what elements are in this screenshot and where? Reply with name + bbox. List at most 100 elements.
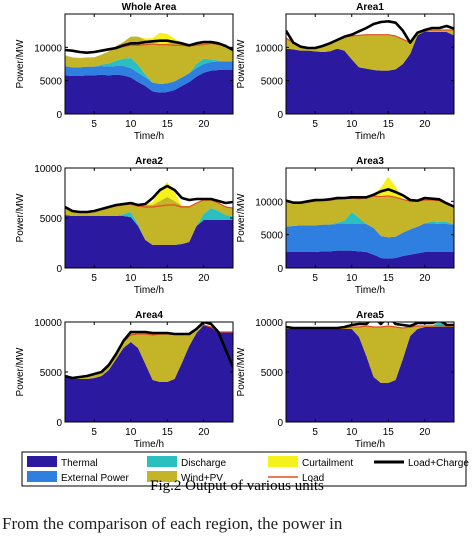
area-thermal [286,250,454,268]
subplot-4: 5 10 15 20 0 5000 10000 Area3 Time/h Power/MW [236,156,455,296]
subplot-title: Area2 [135,156,163,167]
legend-label-load-charge: Load+Charge [408,458,469,469]
x-tick-label: 15 [162,427,174,438]
area-external-power [65,61,233,93]
area-wind-pv [286,30,454,71]
legend-label-curtailment: Curtailment [302,458,353,469]
x-axis-label: Time/h [134,131,164,142]
plot-area [286,20,454,114]
y-tick-label: 5000 [261,77,284,88]
plot-area [65,182,233,268]
legend-swatch-thermal [27,456,57,467]
y-axis-label: Power/MW [236,193,247,242]
subplot-2: 5 10 15 20 0 5000 10000 Area1 Time/h Power/MW [236,2,455,142]
y-tick-label: 5000 [261,231,284,242]
x-tick-label: 20 [419,119,431,130]
y-tick-label: 10000 [34,318,62,329]
figure-caption: Fig.2 Output of various units [150,478,324,494]
legend-label-load: Load [302,473,324,484]
y-axis-label: Power/MW [15,39,26,88]
line-load-charge [286,20,454,50]
x-tick-label: 10 [346,427,358,438]
y-tick-label: 0 [277,264,283,275]
plot-area [286,322,454,422]
area-external-power [286,223,454,259]
y-tick-label: 10000 [255,197,283,208]
area-thermal [65,325,233,422]
y-tick-label: 10000 [255,318,283,329]
subplot-1: 5 10 15 20 0 5000 10000 Whole Area Time/h Power/M… [15,2,234,142]
y-tick-label: 10000 [255,43,283,54]
legend-label-thermal: Thermal [61,458,98,469]
subplot-title: Area3 [356,156,384,167]
subplot-title: Whole Area [122,2,177,13]
subplot-title: Area5 [356,310,384,321]
legend-label-discharge: Discharge [181,458,226,469]
plot-area [65,322,233,422]
area-wind-pv [65,197,233,245]
line-load-charge [286,322,454,330]
y-axis-label: Power/MW [15,347,26,396]
x-tick-label: 15 [162,273,174,284]
body-text-line: From the comparison of each region, the … [2,514,343,533]
x-tick-label: 15 [162,119,174,130]
plot-frame [285,167,455,269]
x-tick-label: 10 [125,273,137,284]
x-tick-label: 20 [419,273,431,284]
legend-label-wind-pv: Wind+PV [181,473,223,484]
area-thermal [65,215,233,268]
x-tick-label: 10 [346,273,358,284]
subplot-6: 5 10 15 20 0 5000 10000 Area5 Time/h Power/MW [236,310,455,450]
legend-swatch-wind-pv [147,471,177,482]
area-wind-pv [286,322,454,383]
x-axis-label: Time/h [134,285,164,296]
area-wind-pv [65,36,233,84]
legend: Thermal External Power Discharge Wind+PV Cur… [21,451,469,487]
area-discharge [65,58,233,84]
line-load-charge [65,184,233,214]
x-tick-label: 5 [91,427,97,438]
x-tick-label: 20 [198,273,210,284]
legend-swatch-curtailment [268,456,298,467]
area-wind-pv [286,194,454,238]
y-tick-label: 0 [277,110,283,121]
subplot-5: 5 10 15 20 0 5000 10000 Area4 Time/h Power/MW [15,310,234,450]
x-tick-label: 15 [383,427,395,438]
plot-frame [64,13,234,115]
y-axis-label: Power/MW [236,39,247,88]
x-tick-label: 5 [312,273,318,284]
x-tick-label: 5 [91,119,97,130]
area-thermal [286,327,454,422]
y-tick-label: 5000 [40,214,63,225]
y-tick-label: 5000 [40,368,63,379]
x-tick-label: 15 [383,273,395,284]
x-axis-label: Time/h [355,131,385,142]
x-tick-label: 5 [312,119,318,130]
x-tick-label: 10 [125,119,137,130]
subplot-3: 5 10 15 20 0 5000 10000 Area2 Time/h Power/MW [15,156,234,296]
x-axis-label: Time/h [134,439,164,450]
y-tick-label: 0 [56,418,62,429]
x-axis-label: Time/h [355,285,385,296]
x-tick-label: 10 [125,427,137,438]
legend-label-external-power: External Power [61,473,129,484]
y-tick-label: 10000 [34,164,62,175]
x-axis-label: Time/h [355,439,385,450]
x-tick-label: 20 [198,119,210,130]
legend-swatch-external-power [27,471,57,482]
y-tick-label: 0 [277,418,283,429]
y-tick-label: 5000 [40,77,63,88]
x-tick-label: 20 [198,427,210,438]
subplot-title: Area4 [135,310,163,321]
y-tick-label: 0 [56,264,62,275]
legend-box [21,451,467,487]
x-tick-label: 5 [91,273,97,284]
y-axis-label: Power/MW [236,347,247,396]
line-load-charge [65,39,233,54]
y-tick-label: 0 [56,110,62,121]
legend-swatch-discharge [147,456,177,467]
y-axis-label: Power/MW [15,193,26,242]
x-tick-label: 10 [346,119,358,130]
plot-frame [285,13,455,115]
